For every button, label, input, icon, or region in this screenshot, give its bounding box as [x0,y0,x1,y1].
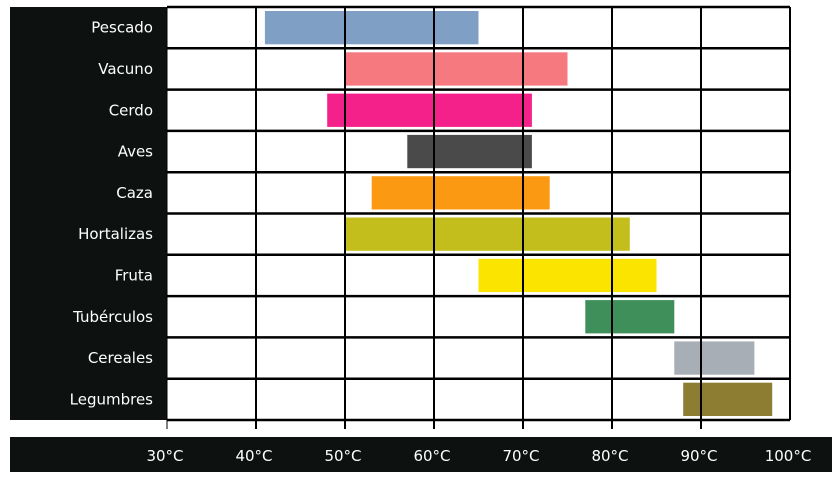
x-tick-label: 50°C [324,447,361,465]
x-tick-label: 30°C [146,447,183,465]
category-label: Aves [118,143,153,161]
bar-hortalizas [345,217,630,251]
bar-vacuno [345,52,568,86]
x-tick-label: 40°C [235,447,272,465]
bar-legumbres [683,382,773,416]
bar-aves [407,134,532,169]
bar-fruta [478,258,657,293]
category-panel [10,7,167,420]
bar-pescado [264,11,479,45]
category-label: Vacuno [98,60,153,78]
category-label: Pescado [91,19,153,37]
category-label: Hortalizas [78,225,153,243]
x-tick-label: 90°C [680,447,717,465]
x-tick-label: 100°C [765,447,812,465]
category-label: Caza [116,184,153,202]
x-tick-label: 80°C [591,447,628,465]
category-label: Fruta [115,266,153,284]
category-label: Cerdo [109,101,153,119]
bar-cereales [674,341,755,375]
x-tick-label: 70°C [502,447,539,465]
category-label: Tubérculos [72,308,153,326]
bar-caza [371,176,550,210]
axis-panel [10,437,832,472]
bar-tubérculos [585,300,675,334]
x-tick-label: 60°C [413,447,450,465]
bar-cerdo [327,93,532,127]
category-label: Cereales [88,349,153,367]
category-label: Legumbres [70,390,154,408]
